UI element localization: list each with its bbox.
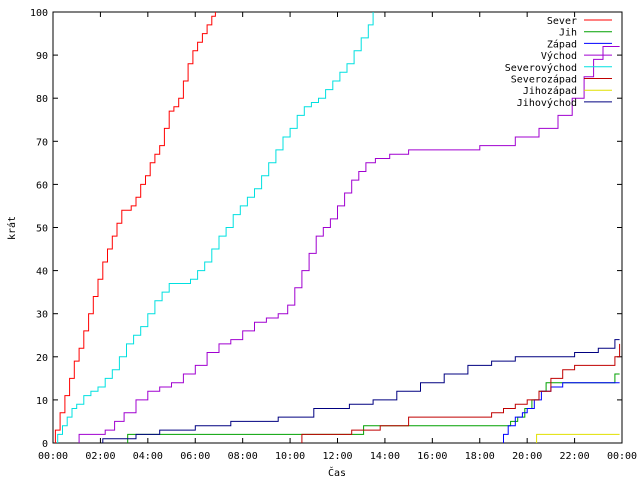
series-layer (54, 12, 621, 443)
legend-label: Jihozápad (523, 85, 577, 97)
legend-label: Severozápad (511, 74, 577, 86)
x-tick-label: 08:00 (228, 451, 258, 462)
y-tick-label: 0 (42, 439, 48, 450)
legend-label: Jihovýchod (517, 97, 577, 109)
x-tick-label: 10:00 (275, 451, 305, 462)
y-tick-label: 100 (30, 8, 48, 19)
y-tick-label: 60 (36, 180, 48, 191)
y-tick-label: 70 (36, 137, 48, 148)
series-line-1 (127, 373, 620, 443)
x-tick-label: 04:00 (133, 451, 163, 462)
y-tick-label: 10 (36, 396, 48, 407)
x-axis: 00:00 02:00 04:00 06:00 08:00 10:00 12:00 14:00… (38, 12, 637, 462)
series-line-6 (536, 433, 620, 443)
series-line-3 (78, 46, 620, 443)
y-tick-label: 80 (36, 94, 48, 105)
y-tick-label: 50 (36, 224, 48, 235)
x-tick-label: 16:00 (417, 451, 447, 462)
x-tick-label: 22:00 (560, 451, 590, 462)
y-tick-label: 90 (36, 51, 48, 62)
legend-label: Severovýchod (505, 62, 577, 74)
series-line-7 (102, 339, 620, 443)
x-axis-label: Čas (328, 466, 346, 479)
y-tick-label: 20 (36, 353, 48, 364)
x-tick-label: 00:00 (38, 451, 68, 462)
x-tick-label: 06:00 (180, 451, 210, 462)
legend-label: Sever (547, 16, 577, 27)
legend: SeverJihZápadVýchodSeverovýchodSeverozáp… (505, 16, 612, 109)
legend-label: Východ (541, 50, 577, 62)
series-line-4 (57, 12, 374, 443)
x-tick-label: 18:00 (465, 451, 495, 462)
x-tick-label: 12:00 (322, 451, 352, 462)
x-tick-label: 14:00 (370, 451, 400, 462)
y-axis-label: krát (6, 216, 18, 240)
y-tick-label: 40 (36, 267, 48, 278)
y-tick-label: 30 (36, 310, 48, 321)
x-tick-label: 00:00 (607, 451, 637, 462)
series-line-5 (301, 343, 621, 443)
x-tick-label: 02:00 (85, 451, 115, 462)
legend-label: Západ (547, 38, 577, 50)
series-line-2 (503, 382, 620, 443)
legend-label: Jih (559, 28, 577, 39)
x-tick-label: 20:00 (512, 451, 542, 462)
series-line-0 (54, 12, 216, 443)
